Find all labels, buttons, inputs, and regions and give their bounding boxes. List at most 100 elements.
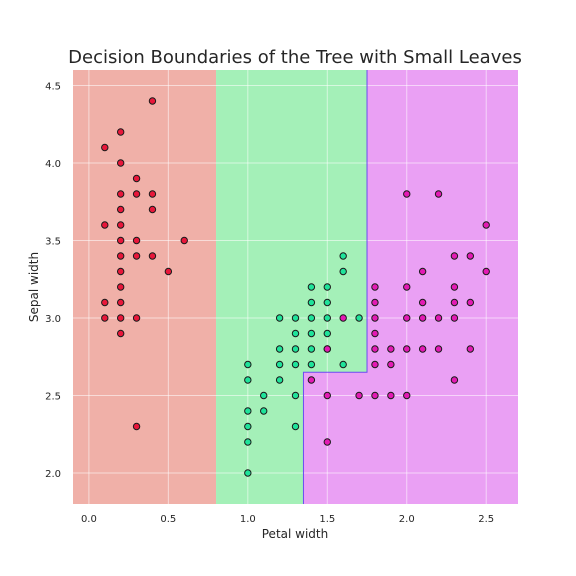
data-point bbox=[323, 438, 331, 446]
data-point bbox=[418, 298, 427, 307]
data-point bbox=[132, 190, 141, 198]
data-point bbox=[291, 360, 300, 369]
x-axis-label: Petal width bbox=[262, 527, 328, 541]
data-point bbox=[132, 252, 141, 260]
data-point bbox=[275, 376, 284, 384]
data-point bbox=[291, 345, 300, 353]
data-point bbox=[307, 360, 316, 369]
data-point bbox=[101, 143, 109, 152]
data-point bbox=[291, 422, 300, 431]
data-point bbox=[323, 314, 331, 322]
data-point bbox=[116, 128, 125, 136]
data-point bbox=[275, 360, 284, 369]
data-point bbox=[260, 391, 268, 400]
data-point bbox=[323, 298, 331, 307]
y-axis-label: Sepal width bbox=[27, 252, 41, 322]
data-point bbox=[116, 252, 125, 260]
data-point bbox=[339, 267, 347, 276]
data-point bbox=[116, 236, 125, 245]
data-point bbox=[307, 283, 316, 291]
y-tick-label: 4.0 bbox=[45, 159, 61, 170]
x-tick-label: 0.0 bbox=[81, 514, 97, 525]
data-point bbox=[434, 345, 443, 353]
data-point bbox=[339, 314, 347, 322]
data-point bbox=[180, 236, 188, 245]
data-point bbox=[403, 314, 411, 322]
data-point bbox=[307, 345, 316, 353]
decision-boundary-line bbox=[302, 70, 368, 504]
x-tick-label: 2.5 bbox=[478, 514, 494, 525]
data-point bbox=[307, 329, 316, 338]
data-point bbox=[116, 205, 125, 214]
data-point bbox=[403, 345, 411, 353]
region-setosa bbox=[73, 70, 217, 504]
data-point bbox=[116, 221, 125, 229]
data-point bbox=[244, 407, 252, 415]
data-point bbox=[116, 314, 125, 322]
data-point bbox=[450, 252, 459, 260]
data-point bbox=[450, 298, 459, 307]
data-point bbox=[260, 407, 268, 415]
data-point bbox=[482, 221, 490, 229]
data-point bbox=[307, 376, 316, 384]
data-point bbox=[101, 298, 109, 307]
data-point bbox=[307, 298, 316, 307]
data-point bbox=[148, 190, 157, 198]
data-point bbox=[387, 391, 395, 400]
data-point bbox=[434, 314, 443, 322]
data-point bbox=[450, 314, 459, 322]
data-point bbox=[371, 391, 379, 400]
data-point bbox=[116, 283, 125, 291]
data-point bbox=[450, 283, 459, 291]
x-tick-label: 1.0 bbox=[240, 514, 256, 525]
data-point bbox=[387, 360, 395, 369]
data-point bbox=[371, 345, 379, 353]
data-point bbox=[244, 438, 252, 446]
data-point bbox=[132, 174, 141, 183]
data-point bbox=[323, 391, 331, 400]
y-tick-label: 4.5 bbox=[45, 82, 61, 93]
x-tick-label: 0.5 bbox=[160, 514, 176, 525]
y-tick-label: 3.5 bbox=[45, 237, 61, 248]
data-point bbox=[132, 236, 141, 245]
data-point bbox=[291, 391, 300, 400]
data-point bbox=[482, 267, 490, 276]
data-point bbox=[148, 97, 157, 105]
boundary-layer bbox=[302, 70, 368, 504]
data-point bbox=[387, 345, 395, 353]
data-point bbox=[466, 298, 475, 307]
data-point bbox=[101, 221, 109, 229]
data-point bbox=[466, 345, 475, 353]
data-point bbox=[148, 205, 157, 214]
points-layer bbox=[101, 97, 490, 477]
data-point bbox=[244, 422, 252, 431]
ticks-layer: 0.0 0.5 1.0 1.5 2.0 2.5 2.0 2.5 3.0 3.5 4.0 4.5 bbox=[45, 82, 494, 526]
data-point bbox=[418, 314, 427, 322]
data-point bbox=[371, 329, 379, 338]
data-point bbox=[132, 422, 141, 431]
data-point bbox=[371, 360, 379, 369]
data-point bbox=[291, 314, 300, 322]
data-point bbox=[116, 329, 125, 338]
data-point bbox=[371, 314, 379, 322]
data-point bbox=[450, 376, 459, 384]
data-point bbox=[101, 314, 109, 322]
chart-title: Decision Boundaries of the Tree with Sma… bbox=[68, 47, 522, 68]
data-point bbox=[323, 345, 331, 353]
data-point bbox=[339, 360, 347, 369]
data-point bbox=[403, 190, 411, 198]
data-point bbox=[418, 345, 427, 353]
data-point bbox=[244, 469, 252, 477]
data-point bbox=[355, 314, 363, 322]
data-point bbox=[307, 314, 316, 322]
y-tick-label: 2.5 bbox=[45, 392, 61, 403]
y-tick-label: 2.0 bbox=[45, 469, 61, 480]
data-point bbox=[466, 252, 475, 260]
data-point bbox=[116, 267, 125, 276]
data-point bbox=[275, 345, 284, 353]
data-point bbox=[403, 391, 411, 400]
data-point bbox=[371, 298, 379, 307]
data-point bbox=[244, 376, 252, 384]
